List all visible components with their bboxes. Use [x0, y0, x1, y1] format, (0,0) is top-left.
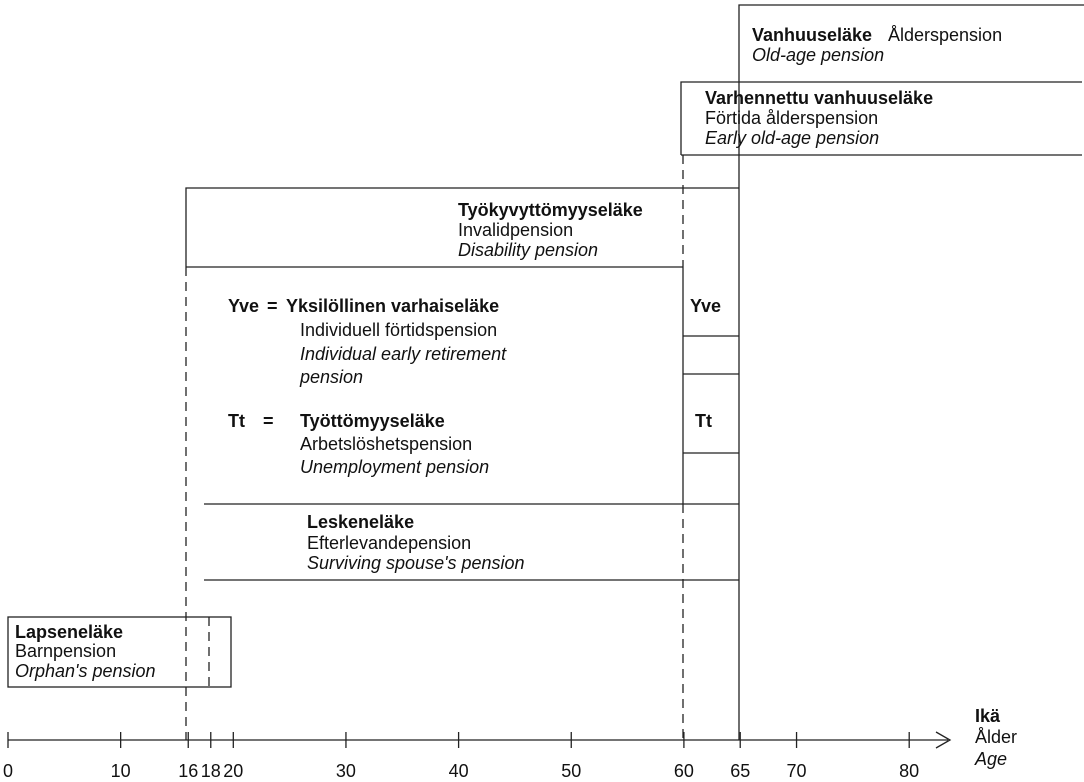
orphan-box [7, 616, 232, 688]
english: Disability pension [458, 240, 598, 260]
swedish: Ålderspension [888, 25, 1002, 45]
tick-label: 20 [223, 761, 243, 781]
english: Unemployment pension [300, 457, 489, 477]
english: Individual early retirement [300, 344, 507, 364]
abbr: Yve [228, 296, 259, 316]
title: Työkyvyttömyyseläke [458, 200, 643, 220]
tick-label: 65 [730, 761, 750, 781]
english: Orphan's pension [15, 661, 156, 681]
early-old-age-box [680, 81, 1082, 155]
title: Työttömyyseläke [300, 411, 445, 431]
tick-label: 70 [787, 761, 807, 781]
english: Surviving spouse's pension [307, 553, 525, 573]
abbr: Tt [695, 411, 712, 431]
swedish: Efterlevandepension [307, 533, 471, 553]
english: pension [299, 367, 363, 387]
swedish: Barnpension [15, 641, 116, 661]
abbr: Tt [228, 411, 245, 431]
axis-label: Ikä [975, 706, 1001, 726]
tick-label: 30 [336, 761, 356, 781]
english: Old-age pension [752, 45, 884, 65]
tick-label: 40 [449, 761, 469, 781]
tick-label: 80 [899, 761, 919, 781]
swedish: Individuell förtidspension [300, 320, 497, 340]
swedish: Förtida ålderspension [705, 108, 878, 128]
disability-box [185, 187, 739, 267]
swedish: Arbetslöshetspension [300, 434, 472, 454]
abbr: Yve [690, 296, 721, 316]
title: Vanhuuseläke [752, 25, 872, 45]
title: Lapseneläke [15, 622, 123, 642]
tick-label: 50 [561, 761, 581, 781]
tick-label: 60 [674, 761, 694, 781]
eq: = [267, 296, 278, 316]
title: Leskeneläke [307, 512, 414, 532]
tick-label: 18 [201, 761, 221, 781]
tick-label: 10 [111, 761, 131, 781]
tick-label: 16 [178, 761, 198, 781]
title: Varhennettu vanhuuseläke [705, 88, 933, 108]
swedish: Invalidpension [458, 220, 573, 240]
old-age-box [738, 4, 1084, 740]
axis-label: Ålder [975, 727, 1017, 747]
title: Yksilöllinen varhaiseläke [286, 296, 499, 316]
tick-label: 0 [3, 761, 13, 781]
axis-label: Age [974, 749, 1007, 769]
eq: = [263, 411, 274, 431]
axis-arrow [935, 731, 952, 749]
english: Early old-age pension [705, 128, 879, 148]
